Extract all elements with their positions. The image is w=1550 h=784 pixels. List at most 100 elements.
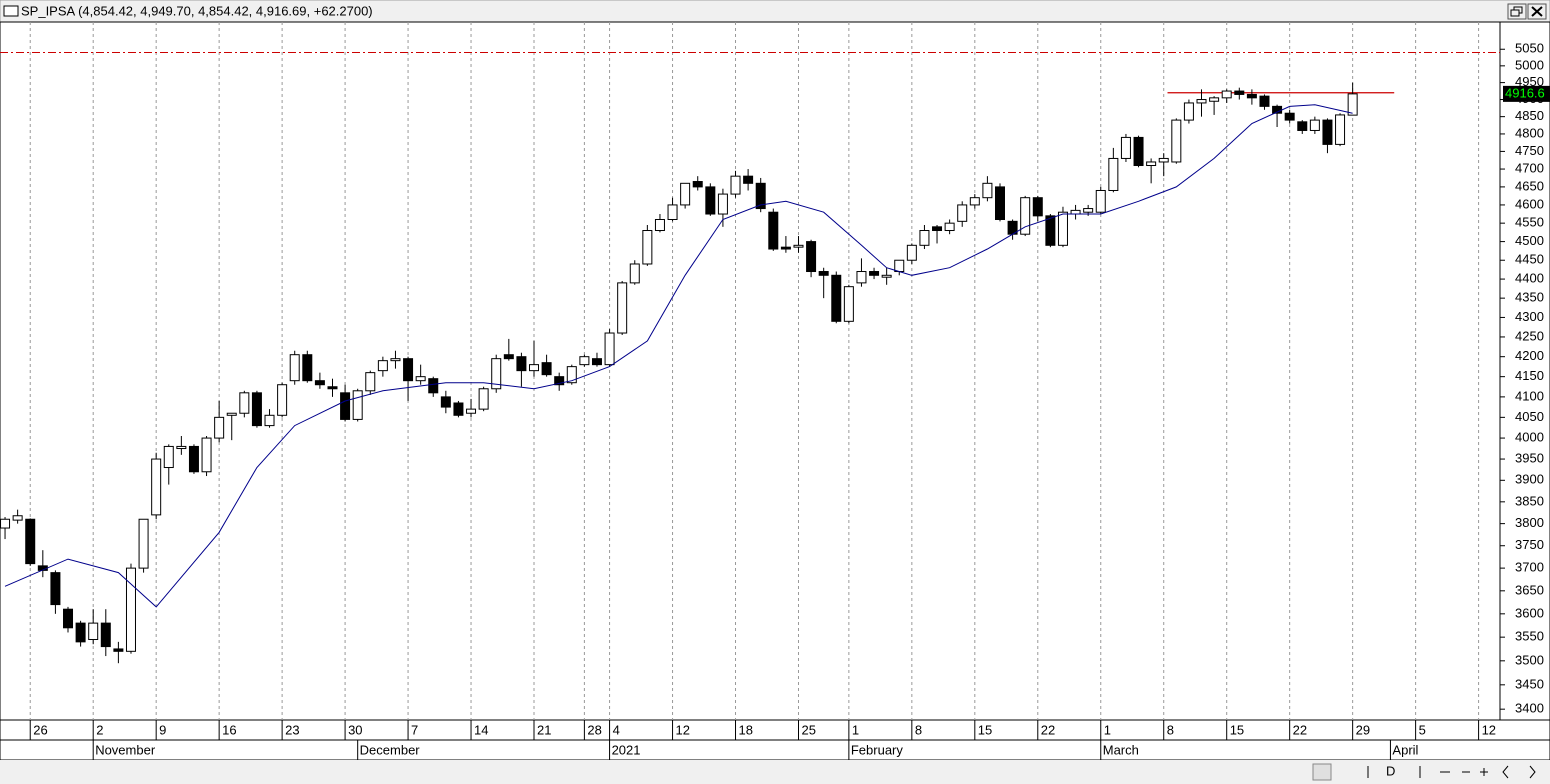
- candle-body: [63, 608, 74, 629]
- toolbar-icons[interactable]: [1367, 765, 1536, 779]
- y-tick-label: 3900: [1515, 472, 1544, 487]
- candle-body: [352, 390, 363, 420]
- candle-body: [1020, 197, 1031, 235]
- y-tick-label: 4500: [1515, 233, 1544, 248]
- candle-body: [289, 354, 300, 382]
- candle-body: [1221, 90, 1232, 99]
- month-label: March: [1103, 742, 1139, 757]
- candle-body: [957, 204, 968, 222]
- candle-body: [1095, 189, 1106, 213]
- candle-body: [151, 458, 162, 516]
- candle-body: [780, 246, 791, 250]
- candle-body: [554, 376, 565, 386]
- x-tick-label: 30: [348, 722, 362, 737]
- candle-body: [88, 622, 99, 641]
- x-tick-label: 29: [1356, 722, 1370, 737]
- candle-body: [1158, 157, 1169, 163]
- candle-body: [717, 193, 728, 215]
- candle-body: [340, 392, 351, 420]
- candle-body: [1108, 157, 1119, 191]
- month-label: 2021: [612, 742, 641, 757]
- candle-body: [881, 274, 892, 278]
- candle-body: [806, 241, 817, 273]
- y-tick-label: 4150: [1515, 368, 1544, 383]
- candle-body: [982, 182, 993, 199]
- candle-body: [768, 211, 779, 250]
- candle-body: [0, 518, 11, 529]
- candle-body: [1045, 215, 1056, 246]
- candle-body: [1259, 95, 1270, 107]
- candle-body: [100, 622, 111, 648]
- restore-button[interactable]: [1507, 3, 1527, 20]
- candle-body: [1196, 99, 1207, 104]
- x-tick-label: 26: [33, 722, 47, 737]
- candle-body: [314, 380, 325, 386]
- x-tick-label: 18: [739, 722, 753, 737]
- x-tick-label: 16: [222, 722, 236, 737]
- x-tick-label: 12: [676, 722, 690, 737]
- y-tick-label: 3800: [1515, 515, 1544, 530]
- candle-body: [591, 358, 602, 366]
- chart-title: SP_IPSA (4,854.42, 4,949.70, 4,854.42, 4…: [21, 3, 373, 18]
- candle-body: [843, 286, 854, 322]
- candle-body: [743, 175, 754, 184]
- candle-body: [692, 181, 703, 188]
- y-tick-label: 4800: [1515, 125, 1544, 140]
- candle-body: [680, 182, 691, 206]
- candle-body: [239, 392, 250, 414]
- close-button[interactable]: [1527, 3, 1547, 20]
- y-tick-label: 3550: [1515, 629, 1544, 644]
- candle-body: [188, 445, 199, 473]
- candle-body: [113, 648, 124, 652]
- candle-body: [403, 358, 414, 382]
- x-tick-label: 25: [801, 722, 815, 737]
- y-tick-label: 4650: [1515, 178, 1544, 193]
- month-axis: [0, 739, 1550, 761]
- candle-body: [944, 222, 955, 232]
- candle-body: [12, 515, 23, 521]
- candle-body: [365, 372, 376, 392]
- y-tick-label: 3600: [1515, 605, 1544, 620]
- candle-body: [503, 354, 514, 360]
- candle-body: [969, 197, 980, 206]
- y-tick-label: 4850: [1515, 108, 1544, 123]
- toolbar-label[interactable]: D: [1386, 763, 1395, 778]
- y-tick-label: 4550: [1515, 215, 1544, 230]
- x-tick-label: 4: [613, 722, 620, 737]
- candle-body: [604, 332, 615, 366]
- candle-body: [566, 366, 577, 384]
- x-tick-label: 15: [1230, 722, 1244, 737]
- candle-body: [642, 230, 653, 265]
- y-tick-label: 4250: [1515, 328, 1544, 343]
- candle-body: [730, 175, 741, 195]
- scroll-button[interactable]: [1312, 763, 1332, 781]
- candle-body: [919, 230, 930, 246]
- candle-body: [201, 437, 212, 473]
- candle-body: [440, 396, 451, 408]
- y-tick-label: 3450: [1515, 676, 1544, 691]
- candle-body: [1309, 119, 1320, 131]
- candle-body: [667, 204, 678, 221]
- candle-body: [516, 356, 527, 372]
- candle-body: [226, 412, 237, 416]
- y-tick-label: 5000: [1515, 57, 1544, 72]
- x-tick-label: 8: [1167, 722, 1174, 737]
- candle-body: [617, 282, 628, 334]
- candle-body: [906, 244, 917, 261]
- x-tick-label: 2: [96, 722, 103, 737]
- candle-body: [125, 567, 136, 652]
- x-tick-label: 21: [537, 722, 551, 737]
- candle-body: [478, 388, 489, 410]
- candle-body: [1297, 121, 1308, 131]
- candle-body: [75, 622, 86, 643]
- month-label: November: [95, 742, 156, 757]
- candle-body: [264, 414, 275, 427]
- last-price-label: 4916.6: [1505, 85, 1545, 100]
- candle-body: [755, 182, 766, 210]
- y-tick-label: 4050: [1515, 409, 1544, 424]
- candle-body: [1120, 136, 1131, 159]
- candle-body: [415, 376, 426, 382]
- candle-body: [1322, 119, 1333, 145]
- candle-body: [428, 378, 439, 394]
